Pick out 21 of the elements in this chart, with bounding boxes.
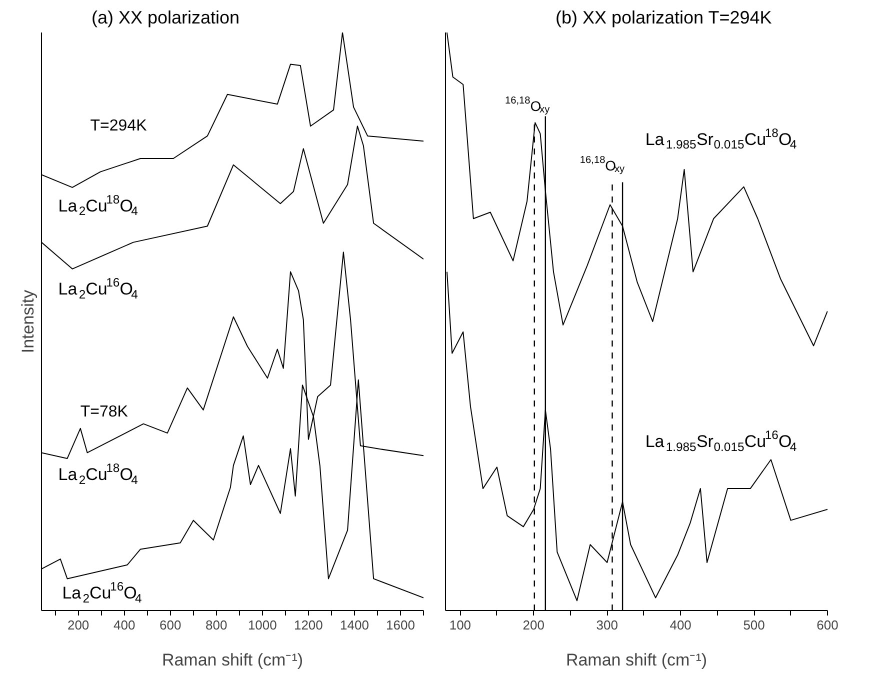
x-tick-label: 600 [160,618,182,632]
x-tick-label: 1600 [386,618,415,632]
x-tick-label: 400 [114,618,136,632]
x-tick-label: 200 [522,618,545,632]
x-tick-label: 400 [670,618,692,632]
x-tick-label: 600 [816,618,838,632]
y-axis-title: Intensity [18,289,38,354]
x-axis-title: Raman shift (cm⁻¹) [566,650,708,670]
x-tick-label: 1200 [294,618,323,632]
x-tick-label: 200 [67,618,90,632]
x-tick-label: 1000 [248,618,277,632]
x-tick-label: 1400 [340,618,369,632]
x-tick-label: 500 [743,618,765,632]
x-axis-title: Raman shift (cm⁻¹) [162,650,304,670]
x-tick-label: 300 [596,618,618,632]
annotation: T=78K [80,404,128,421]
annotation: T=294K [90,118,148,135]
chart-title: (a) XX polarization [92,8,240,28]
x-tick-label: 800 [206,618,228,632]
x-tick-label: 100 [449,618,472,632]
chart-title: (b) XX polarization T=294K [556,8,772,28]
